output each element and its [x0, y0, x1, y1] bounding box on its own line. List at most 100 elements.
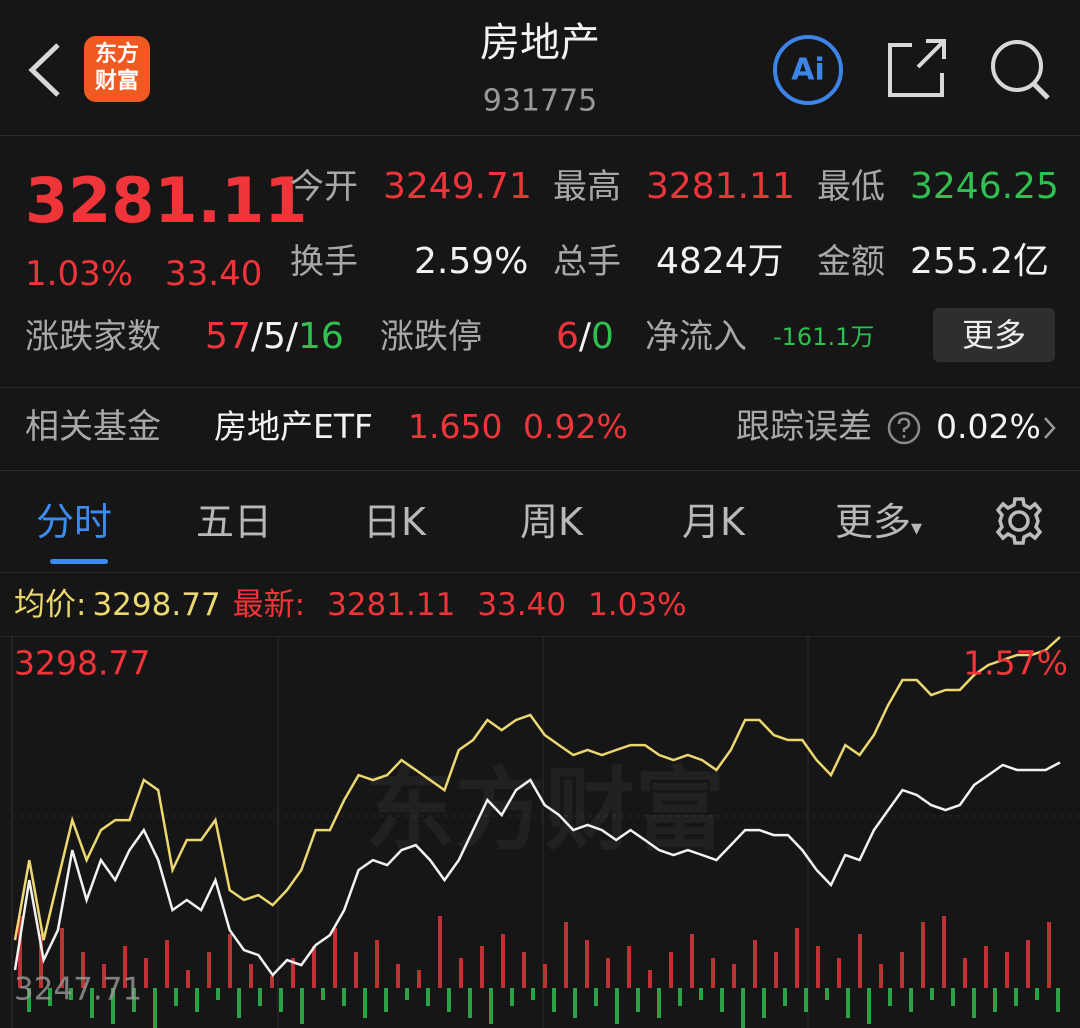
- breadth-label: 涨跌家数: [25, 317, 161, 357]
- more-button[interactable]: 更多: [933, 308, 1055, 362]
- logo-text: 财富: [95, 68, 139, 94]
- volume-bar: [81, 952, 85, 988]
- volume-bar: [606, 958, 610, 988]
- ai-text: Ai: [791, 53, 825, 88]
- volume-bar: [228, 934, 232, 988]
- volume-bar: [447, 988, 451, 1012]
- volume-bar: [1047, 922, 1051, 988]
- fund-change: 0.92%: [523, 407, 628, 446]
- volume-bar: [837, 958, 841, 988]
- volume-bar: [438, 916, 442, 988]
- volume-bar: [48, 988, 52, 1006]
- ai-button[interactable]: [773, 35, 843, 105]
- volume-bar: [186, 970, 190, 988]
- volume-bar: [489, 988, 493, 1024]
- inflow-label: 净流入: [645, 317, 747, 357]
- title: 房地产: [480, 20, 600, 66]
- volume-bar: [144, 958, 148, 988]
- volume-bar: [90, 988, 94, 1018]
- volume-bar: [879, 964, 883, 988]
- volume-bar: [195, 988, 199, 1012]
- chevron: [1044, 417, 1056, 439]
- price: 3281.11: [25, 164, 308, 237]
- volume-bar: [426, 988, 430, 1006]
- latest-label: 最新:: [232, 587, 306, 623]
- stat-label: 换手: [290, 242, 358, 282]
- limits: 6/0: [556, 319, 614, 355]
- tab[interactable]: 分时: [36, 500, 113, 544]
- stat-label: 最低: [817, 167, 885, 207]
- volume-bar: [552, 988, 556, 1012]
- volume-bar: [60, 928, 64, 988]
- stat-label: 最高: [553, 167, 621, 207]
- stat-value: 4824万: [656, 241, 784, 282]
- search-button[interactable]: [991, 40, 1043, 92]
- logo-text: 东方: [95, 41, 139, 67]
- help-icon[interactable]: [886, 410, 922, 446]
- top-bar: 东方 财富 房地产 931775 Ai: [28, 20, 1050, 119]
- volume-bar: [132, 988, 136, 1012]
- divider: [0, 470, 1080, 471]
- volume-bar: [1005, 952, 1009, 988]
- tab[interactable]: 更多▾: [835, 500, 923, 544]
- dropdown-arrow: ▾: [911, 516, 923, 541]
- volume-bar: [846, 988, 850, 1018]
- volume-bar: [732, 964, 736, 988]
- volume-bar: [858, 934, 862, 988]
- volume-bar: [867, 988, 871, 1024]
- volume-bar: [270, 976, 274, 988]
- price-line: [13, 761, 1061, 978]
- volume-bar: [804, 988, 808, 1012]
- fund-name[interactable]: 房地产ETF: [214, 407, 373, 446]
- search-handle: [1032, 82, 1050, 100]
- volume-bar: [930, 988, 934, 1000]
- tab[interactable]: 周K: [520, 500, 583, 544]
- divider: [0, 387, 1080, 388]
- change-pct: 1.03%: [25, 254, 134, 294]
- volume-bar: [573, 988, 577, 1018]
- tab[interactable]: 月K: [682, 500, 745, 544]
- inflow-value: -161.1万: [773, 323, 875, 351]
- sep: /: [285, 316, 298, 357]
- volume-bar: [1056, 988, 1060, 1012]
- volume-bar: [405, 988, 409, 1000]
- volume-bar: [375, 940, 379, 988]
- volume-bar: [237, 988, 241, 1018]
- stat-label: 总手: [553, 242, 621, 282]
- latest-change: 33.40: [477, 587, 567, 623]
- change: 33.40: [165, 254, 263, 294]
- tab-underline: [50, 559, 108, 564]
- tab[interactable]: 日K: [363, 500, 426, 544]
- back-button[interactable]: [28, 43, 60, 97]
- volume-bar: [531, 988, 535, 1000]
- volume-bar: [69, 988, 73, 1000]
- share-button[interactable]: [888, 39, 946, 97]
- tab[interactable]: 五日: [196, 500, 273, 544]
- volume-bar: [921, 922, 925, 988]
- divider: [0, 135, 1080, 136]
- volume-bar: [1026, 940, 1030, 988]
- stat-value: 3246.25: [910, 166, 1059, 207]
- breadth-flat: 5: [262, 316, 286, 357]
- volume-bar: [342, 988, 346, 1006]
- pct-tick-label: 1.57%: [963, 644, 1068, 683]
- volume-bar: [354, 952, 358, 988]
- volume-bar: [972, 988, 976, 1018]
- average-line: [13, 636, 1061, 941]
- limit-down: 0: [591, 316, 614, 357]
- volume-bar: [459, 958, 463, 988]
- y-tick-label: 3247.71: [14, 972, 142, 1008]
- volume-bar: [741, 988, 745, 1028]
- volume-bar: [783, 988, 787, 1006]
- volume-bar: [363, 988, 367, 1018]
- volume-bar: [993, 988, 997, 1012]
- volume-bar: [753, 940, 757, 988]
- volume-bar: [615, 988, 619, 1024]
- settings-button[interactable]: [993, 495, 1045, 547]
- divider: [0, 572, 1080, 573]
- avg-value: 3298.77: [92, 587, 221, 623]
- volume-bar: [711, 958, 715, 988]
- volume-bar: [690, 934, 694, 988]
